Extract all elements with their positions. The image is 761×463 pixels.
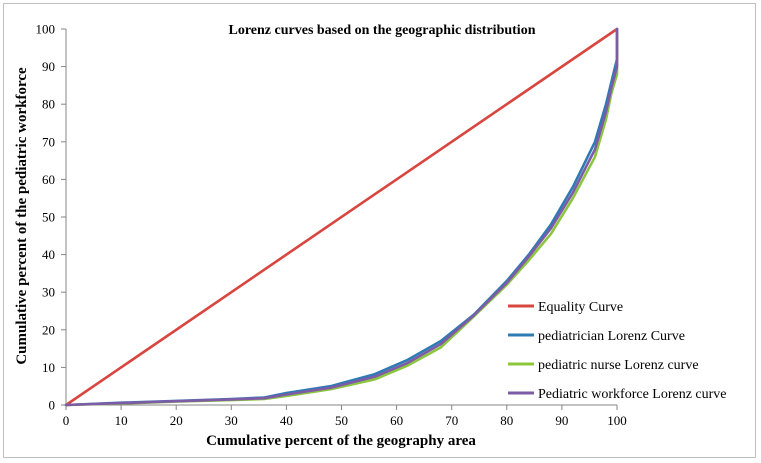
y-tick-label: 20 [42,322,55,337]
x-tick-label: 0 [63,413,70,428]
series-line-4 [64,27,619,407]
x-axis-title: Cumulative percent of the geography area [206,433,476,449]
y-tick-label: 70 [42,134,55,149]
chart-frame [3,3,756,458]
x-tick-label: 10 [115,413,128,428]
legend-label: Pediatric workforce Lorenz curve [538,387,727,402]
legend-label: Equality Curve [538,300,623,315]
x-tick-label: 90 [555,413,568,428]
x-tick-label: 100 [607,413,627,428]
chart-title: Lorenz curves based on the geographic di… [229,23,536,38]
x-tick-label: 80 [500,413,513,428]
y-tick-label: 60 [42,172,55,187]
x-tick-label: 30 [225,413,238,428]
legend-label: pediatrician Lorenz Curve [538,329,685,344]
x-tick-label: 20 [170,413,183,428]
y-tick-label: 10 [42,360,55,375]
x-tick-label: 50 [335,413,348,428]
y-tick-label: 0 [49,398,56,413]
y-tick-label: 40 [42,247,55,262]
y-tick-label: 90 [42,59,55,74]
y-tick-label: 100 [36,22,56,37]
y-axis-title: Cumulative percent of the pediatric work… [14,67,30,365]
plot-lines [64,27,619,407]
x-tick-label: 40 [280,413,293,428]
y-tick-label: 80 [42,97,55,112]
series-line-1 [64,27,619,407]
x-tick-label: 60 [390,413,403,428]
legend-label: pediatric nurse Lorenz curve [538,358,699,373]
legend: Equality Curve pediatrician Lorenz Curve p… [508,300,727,402]
y-tick-label: 30 [42,285,55,300]
axes: 0 10 20 30 40 50 60 70 80 90 100 0 10 20 30 40 50 60 70 80 9… [36,22,627,429]
x-tick-label: 70 [445,413,458,428]
y-tick-label: 50 [42,210,55,225]
